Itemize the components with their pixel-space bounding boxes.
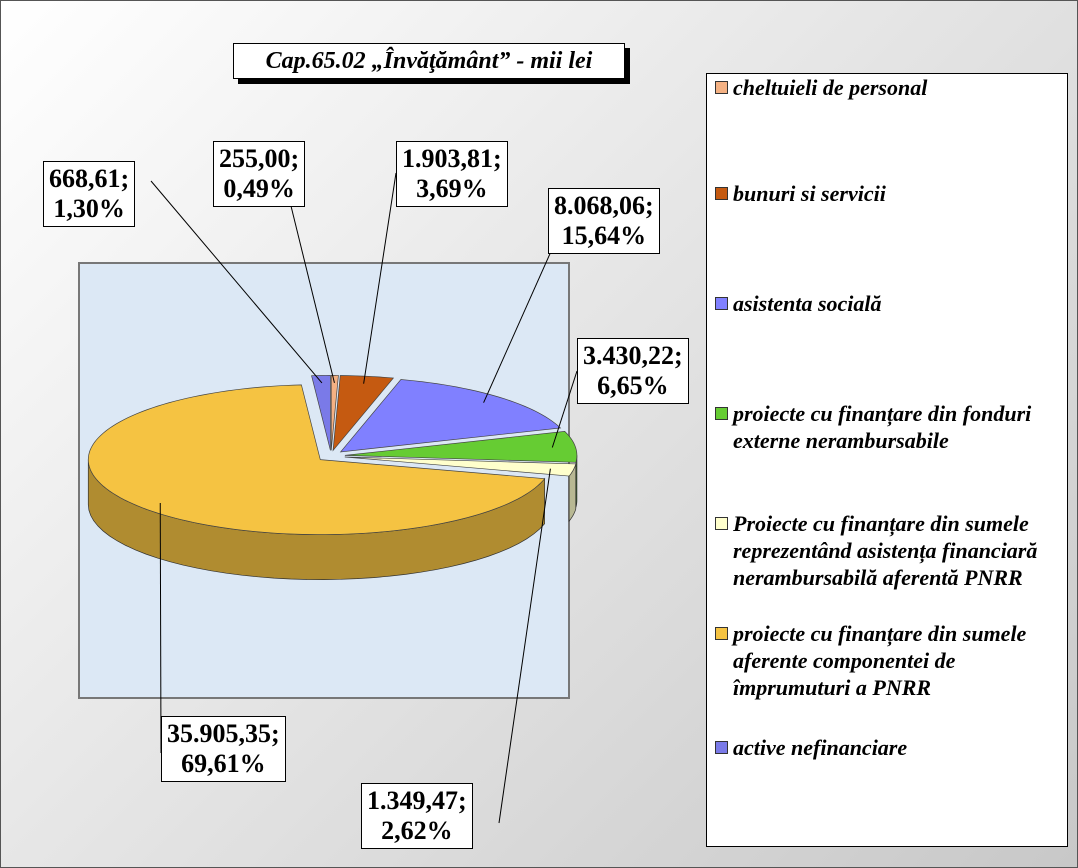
legend-swatch [715,407,728,420]
leader-line [290,205,335,384]
pie-slice [344,456,577,477]
legend-swatch [715,517,728,530]
legend-label: bunuri si servicii [733,181,886,206]
legend-item: proiecte cu finanțare din sumele aferent… [715,620,1077,701]
legend-swatch [715,187,728,200]
leader-line [363,172,397,384]
legend-swatch [715,81,728,94]
legend-label: active nefinanciare [733,735,908,760]
data-label: 255,00; 0,49% [213,141,306,207]
legend-item: proiecte cu finanțare din fonduri extern… [715,400,1077,454]
legend: cheltuieli de personal bunuri si servicii… [706,73,1068,847]
data-label: 35.905,35; 69,61% [161,716,286,782]
data-label: 1.349,47; 2,62% [361,783,473,849]
legend-label: Proiecte cu finanțare din sumele repreze… [733,511,1038,590]
legend-item: active nefinanciare [715,734,1077,761]
leader-line [150,180,323,384]
pie-slice [330,375,339,451]
legend-label: proiecte cu finanțare din sumele aferent… [733,621,1027,700]
legend-item: cheltuieli de personal [715,74,1077,101]
pie-slice [332,375,395,452]
legend-label: asistenta socială [733,291,882,316]
pie-slice [311,375,331,451]
data-label: 668,61; 1,30% [43,161,136,227]
chart-title: Cap.65.02 „Învăţământ” - mii lei [233,43,625,79]
legend-item: asistenta socială [715,290,1077,317]
pie-slice [339,379,562,453]
leader-line [159,502,162,754]
legend-swatch [715,627,728,640]
legend-item: bunuri si servicii [715,180,1077,207]
data-label: 8.068,06; 15,64% [548,188,660,254]
leader-line [483,228,562,403]
data-label: 3.430,22; 6,65% [577,338,689,404]
legend-label: proiecte cu finanțare din fonduri extern… [733,401,1032,453]
legend-swatch [715,297,728,310]
data-label: 1.903,81; 3,69% [396,141,508,207]
legend-swatch [715,741,728,754]
leader-line [498,468,551,824]
pie-slice [87,384,546,535]
pie-slice [344,431,578,463]
legend-item: Proiecte cu finanțare din sumele repreze… [715,510,1077,591]
legend-label: cheltuieli de personal [733,75,928,100]
leader-line [551,370,578,448]
